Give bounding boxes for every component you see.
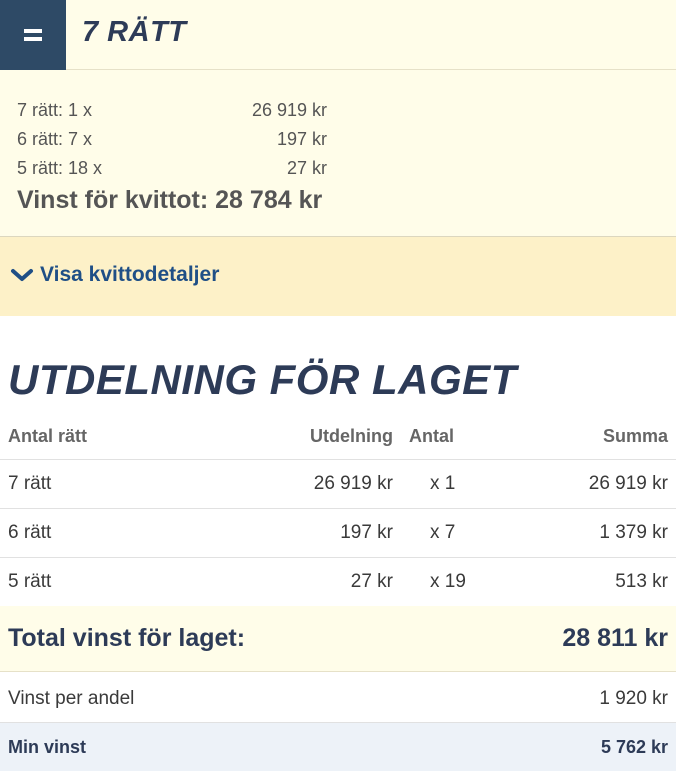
column-header-sum: Summa (476, 414, 676, 460)
chevron-down-icon (11, 269, 33, 281)
table-row: 5 rätt 27 kr x 19 513 kr (0, 557, 676, 607)
receipt-row-label: 6 rätt: 7 x (17, 129, 93, 149)
cell-correct: 6 rätt (0, 508, 200, 558)
cell-sum: 26 919 kr (476, 459, 676, 509)
cell-payout: 197 kr (200, 508, 393, 558)
receipt-header: 7 RÄTT (0, 0, 676, 70)
my-win-label: Min vinst (8, 737, 87, 757)
team-total-row: Total vinst för laget: 28 811 kr (0, 606, 676, 672)
cell-correct: 7 rätt (0, 459, 200, 509)
receipt-row-label: 5 rätt: 18 x (17, 158, 103, 178)
cell-payout: 27 kr (200, 557, 393, 607)
column-header-payout: Utdelning (200, 414, 393, 460)
receipt-row-amount: 197 kr (276, 129, 327, 149)
per-share-value: 1 920 kr (599, 688, 668, 709)
receipt-row-amount: 26 919 kr (251, 100, 327, 120)
receipt-rows: 7 rätt: 1 x 26 919 kr 6 rätt: 7 x 197 kr… (17, 100, 327, 187)
receipt-details-bar: Visa kvittodetaljer (0, 236, 676, 316)
cell-sum: 1 379 kr (476, 508, 676, 558)
per-share-row: Vinst per andel 1 920 kr (0, 674, 676, 723)
menu-button[interactable] (0, 0, 66, 70)
payout-table: Antal rätt Utdelning Antal Summa 7 rätt … (0, 414, 676, 607)
column-header-count: Antal (393, 414, 476, 460)
team-payout-title: UTDELNING FÖR LAGET (8, 356, 517, 403)
cell-count: x 19 (393, 557, 476, 607)
receipt-card: 7 RÄTT 7 rätt: 1 x 26 919 kr 6 rätt: 7 x… (0, 0, 676, 316)
team-total-label: Total vinst för laget: (8, 624, 246, 652)
show-receipt-details-link[interactable]: Visa kvittodetaljer (10, 263, 219, 287)
payout-header-row: Antal rätt Utdelning Antal Summa (0, 414, 676, 460)
team-total-value: 28 811 kr (562, 624, 668, 652)
receipt-row: 5 rätt: 18 x 27 kr (17, 158, 327, 187)
cell-sum: 513 kr (476, 557, 676, 607)
receipt-title: 7 RÄTT (82, 16, 187, 48)
cell-payout: 26 919 kr (200, 459, 393, 509)
table-row: 7 rätt 26 919 kr x 1 26 919 kr (0, 459, 676, 509)
receipt-row: 6 rätt: 7 x 197 kr (17, 129, 327, 158)
receipt-row-amount: 27 kr (286, 158, 327, 178)
show-receipt-details-label: Visa kvittodetaljer (40, 263, 220, 286)
cell-correct: 5 rätt (0, 557, 200, 607)
my-win-value: 5 762 kr (600, 737, 668, 757)
receipt-row: 7 rätt: 1 x 26 919 kr (17, 100, 327, 129)
table-row: 6 rätt 197 kr x 7 1 379 kr (0, 508, 676, 558)
receipt-row-label: 7 rätt: 1 x (17, 100, 93, 120)
per-share-label: Vinst per andel (8, 688, 135, 709)
receipt-total: Vinst för kvittot: 28 784 kr (17, 186, 323, 214)
my-win-row: Min vinst 5 762 kr (0, 723, 676, 771)
cell-count: x 7 (393, 508, 476, 558)
column-header-correct: Antal rätt (0, 414, 200, 460)
cell-count: x 1 (393, 459, 476, 509)
